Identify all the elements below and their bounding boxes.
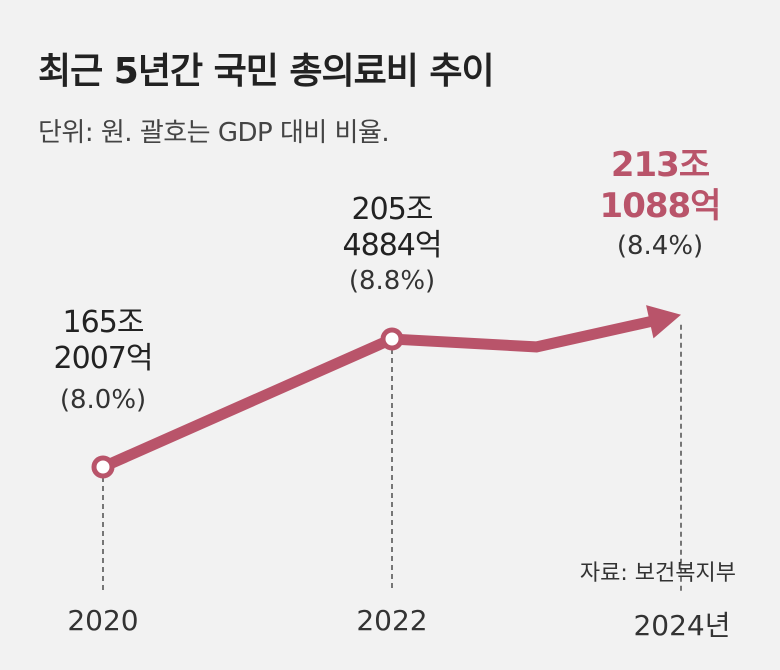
value-line1: 165조: [62, 305, 145, 340]
x-tick-2020: 2020: [67, 604, 139, 637]
data-point-2020: [91, 455, 115, 479]
value-line2: 2007억: [53, 341, 154, 376]
arrow-head: [646, 305, 681, 339]
point-label-2024: 213조 1088억 (8.4%): [599, 145, 722, 262]
point-label-2020: 165조 2007억 (8.0%): [53, 305, 154, 416]
source-note: 자료: 보건복지부: [579, 561, 736, 586]
chart-subtitle: 단위: 원. 괄호는 GDP 대비 비율.: [38, 118, 390, 148]
value-line1: 205조: [351, 192, 434, 227]
series-line: [100, 315, 657, 473]
x-tick-2024: 2024년: [633, 609, 731, 642]
gdp-ratio: (8.8%): [348, 266, 436, 296]
gdp-ratio: (8.4%): [616, 230, 704, 261]
value-line1: 213조: [610, 145, 710, 185]
gdp-ratio: (8.0%): [59, 385, 147, 415]
chart-title: 최근 5년간 국민 총의료비 추이: [38, 51, 495, 92]
value-line2: 4884억: [342, 228, 443, 263]
point-label-2022: 205조 4884억 (8.8%): [342, 192, 443, 297]
value-line2: 1088억: [599, 185, 722, 226]
x-tick-2022: 2022: [356, 604, 428, 637]
data-point-2022: [380, 327, 404, 351]
